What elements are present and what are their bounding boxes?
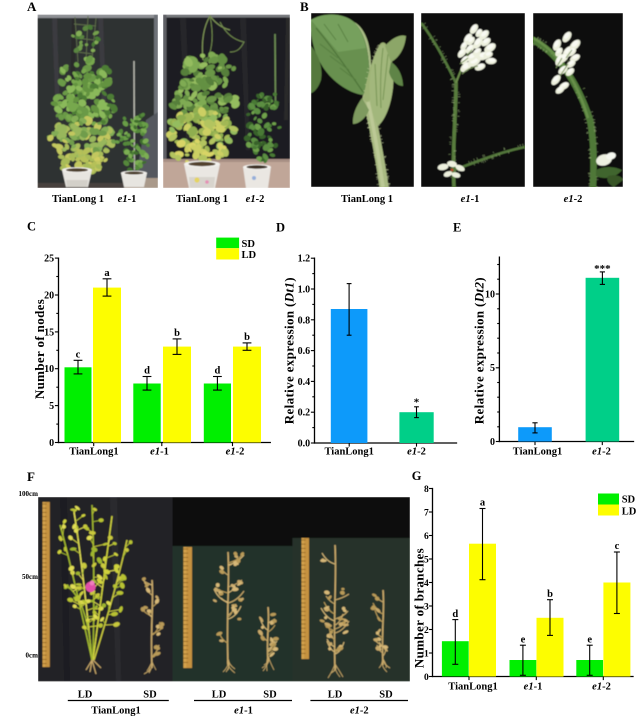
svg-text:SD: SD (242, 239, 256, 250)
svg-text:e1-1: e1-1 (524, 682, 543, 693)
svg-text:100cm: 100cm (19, 490, 39, 498)
svg-text:0: 0 (490, 437, 495, 448)
svg-text:e1-1: e1-1 (118, 194, 137, 205)
svg-text:0.8: 0.8 (298, 315, 311, 326)
svg-text:TianLong 1: TianLong 1 (341, 194, 393, 205)
svg-text:15: 15 (44, 327, 54, 338)
svg-text:*: * (414, 397, 420, 409)
svg-text:a: a (480, 498, 486, 509)
svg-text:c: c (615, 541, 620, 552)
svg-text:Number of nodes: Number of nodes (32, 299, 47, 399)
svg-text:b: b (547, 589, 553, 600)
svg-text:0.0: 0.0 (298, 439, 311, 450)
svg-text:LD: LD (242, 250, 257, 261)
svg-text:25: 25 (44, 254, 54, 265)
svg-text:C: C (27, 220, 36, 234)
svg-text:TianLong1: TianLong1 (448, 682, 497, 693)
svg-text:10: 10 (485, 290, 495, 301)
svg-text:LD: LD (328, 690, 343, 701)
svg-text:SD: SD (263, 690, 277, 701)
svg-text:F: F (27, 469, 35, 484)
svg-text:a: a (104, 268, 110, 279)
svg-text:20: 20 (44, 291, 54, 302)
svg-text:LD: LD (212, 690, 227, 701)
svg-text:50cm: 50cm (22, 573, 38, 581)
svg-text:b: b (244, 332, 250, 343)
svg-text:LD: LD (78, 690, 93, 701)
svg-text:B: B (300, 0, 309, 14)
svg-text:0.6: 0.6 (298, 346, 311, 357)
svg-text:2: 2 (424, 626, 429, 636)
svg-text:e1-1: e1-1 (150, 447, 169, 458)
svg-text:5: 5 (49, 401, 54, 412)
svg-text:LD: LD (622, 506, 637, 517)
svg-text:e1-2: e1-2 (592, 682, 611, 693)
svg-text:e1-2: e1-2 (246, 194, 265, 205)
svg-text:Number of branches: Number of branches (412, 548, 427, 668)
svg-text:e1-2: e1-2 (592, 447, 611, 458)
svg-text:e1-2: e1-2 (407, 447, 426, 458)
svg-text:e1-2: e1-2 (350, 706, 369, 717)
svg-text:SD: SD (143, 690, 157, 701)
svg-text:A: A (27, 0, 37, 14)
svg-text:7: 7 (424, 508, 429, 518)
svg-text:SD: SD (379, 690, 393, 701)
svg-text:d: d (144, 366, 150, 377)
svg-text:TianLong1: TianLong1 (513, 447, 562, 458)
svg-text:E: E (453, 221, 461, 235)
svg-text:***: *** (594, 263, 611, 275)
svg-text:G: G (412, 469, 422, 483)
svg-text:TianLong1: TianLong1 (91, 706, 140, 717)
svg-text:d: d (452, 609, 458, 620)
svg-text:0.4: 0.4 (298, 377, 311, 388)
svg-text:TianLong 1: TianLong 1 (176, 194, 228, 205)
svg-text:5: 5 (424, 555, 429, 565)
svg-text:5: 5 (490, 363, 495, 374)
svg-text:Relative expression (Dt1): Relative expression (Dt1) (282, 277, 297, 424)
svg-text:8: 8 (424, 485, 429, 495)
svg-text:e1-1: e1-1 (461, 194, 480, 205)
svg-text:0.2: 0.2 (298, 408, 311, 419)
svg-text:Relative expression (Dt2): Relative expression (Dt2) (472, 277, 487, 424)
svg-text:3: 3 (424, 602, 429, 612)
svg-text:1.2: 1.2 (298, 254, 311, 265)
svg-text:TianLong1: TianLong1 (69, 447, 118, 458)
svg-text:e1-1: e1-1 (234, 706, 253, 717)
svg-text:0: 0 (424, 673, 429, 683)
svg-text:6: 6 (424, 532, 429, 542)
svg-text:TianLong 1: TianLong 1 (52, 194, 104, 205)
svg-text:10: 10 (44, 364, 54, 375)
svg-text:b: b (174, 328, 180, 339)
svg-text:c: c (76, 350, 81, 361)
svg-text:D: D (276, 221, 285, 235)
svg-text:0cm: 0cm (26, 652, 39, 660)
svg-text:0: 0 (49, 438, 54, 449)
svg-text:4: 4 (424, 579, 429, 589)
svg-text:1.0: 1.0 (298, 285, 311, 296)
svg-text:SD: SD (622, 495, 636, 506)
svg-text:e: e (521, 634, 526, 645)
svg-text:TianLong1: TianLong1 (324, 447, 373, 458)
svg-text:e1-2: e1-2 (226, 447, 245, 458)
svg-text:d: d (214, 366, 220, 377)
svg-text:1: 1 (424, 649, 429, 659)
svg-text:e: e (587, 634, 592, 645)
svg-text:e1-2: e1-2 (564, 194, 583, 205)
